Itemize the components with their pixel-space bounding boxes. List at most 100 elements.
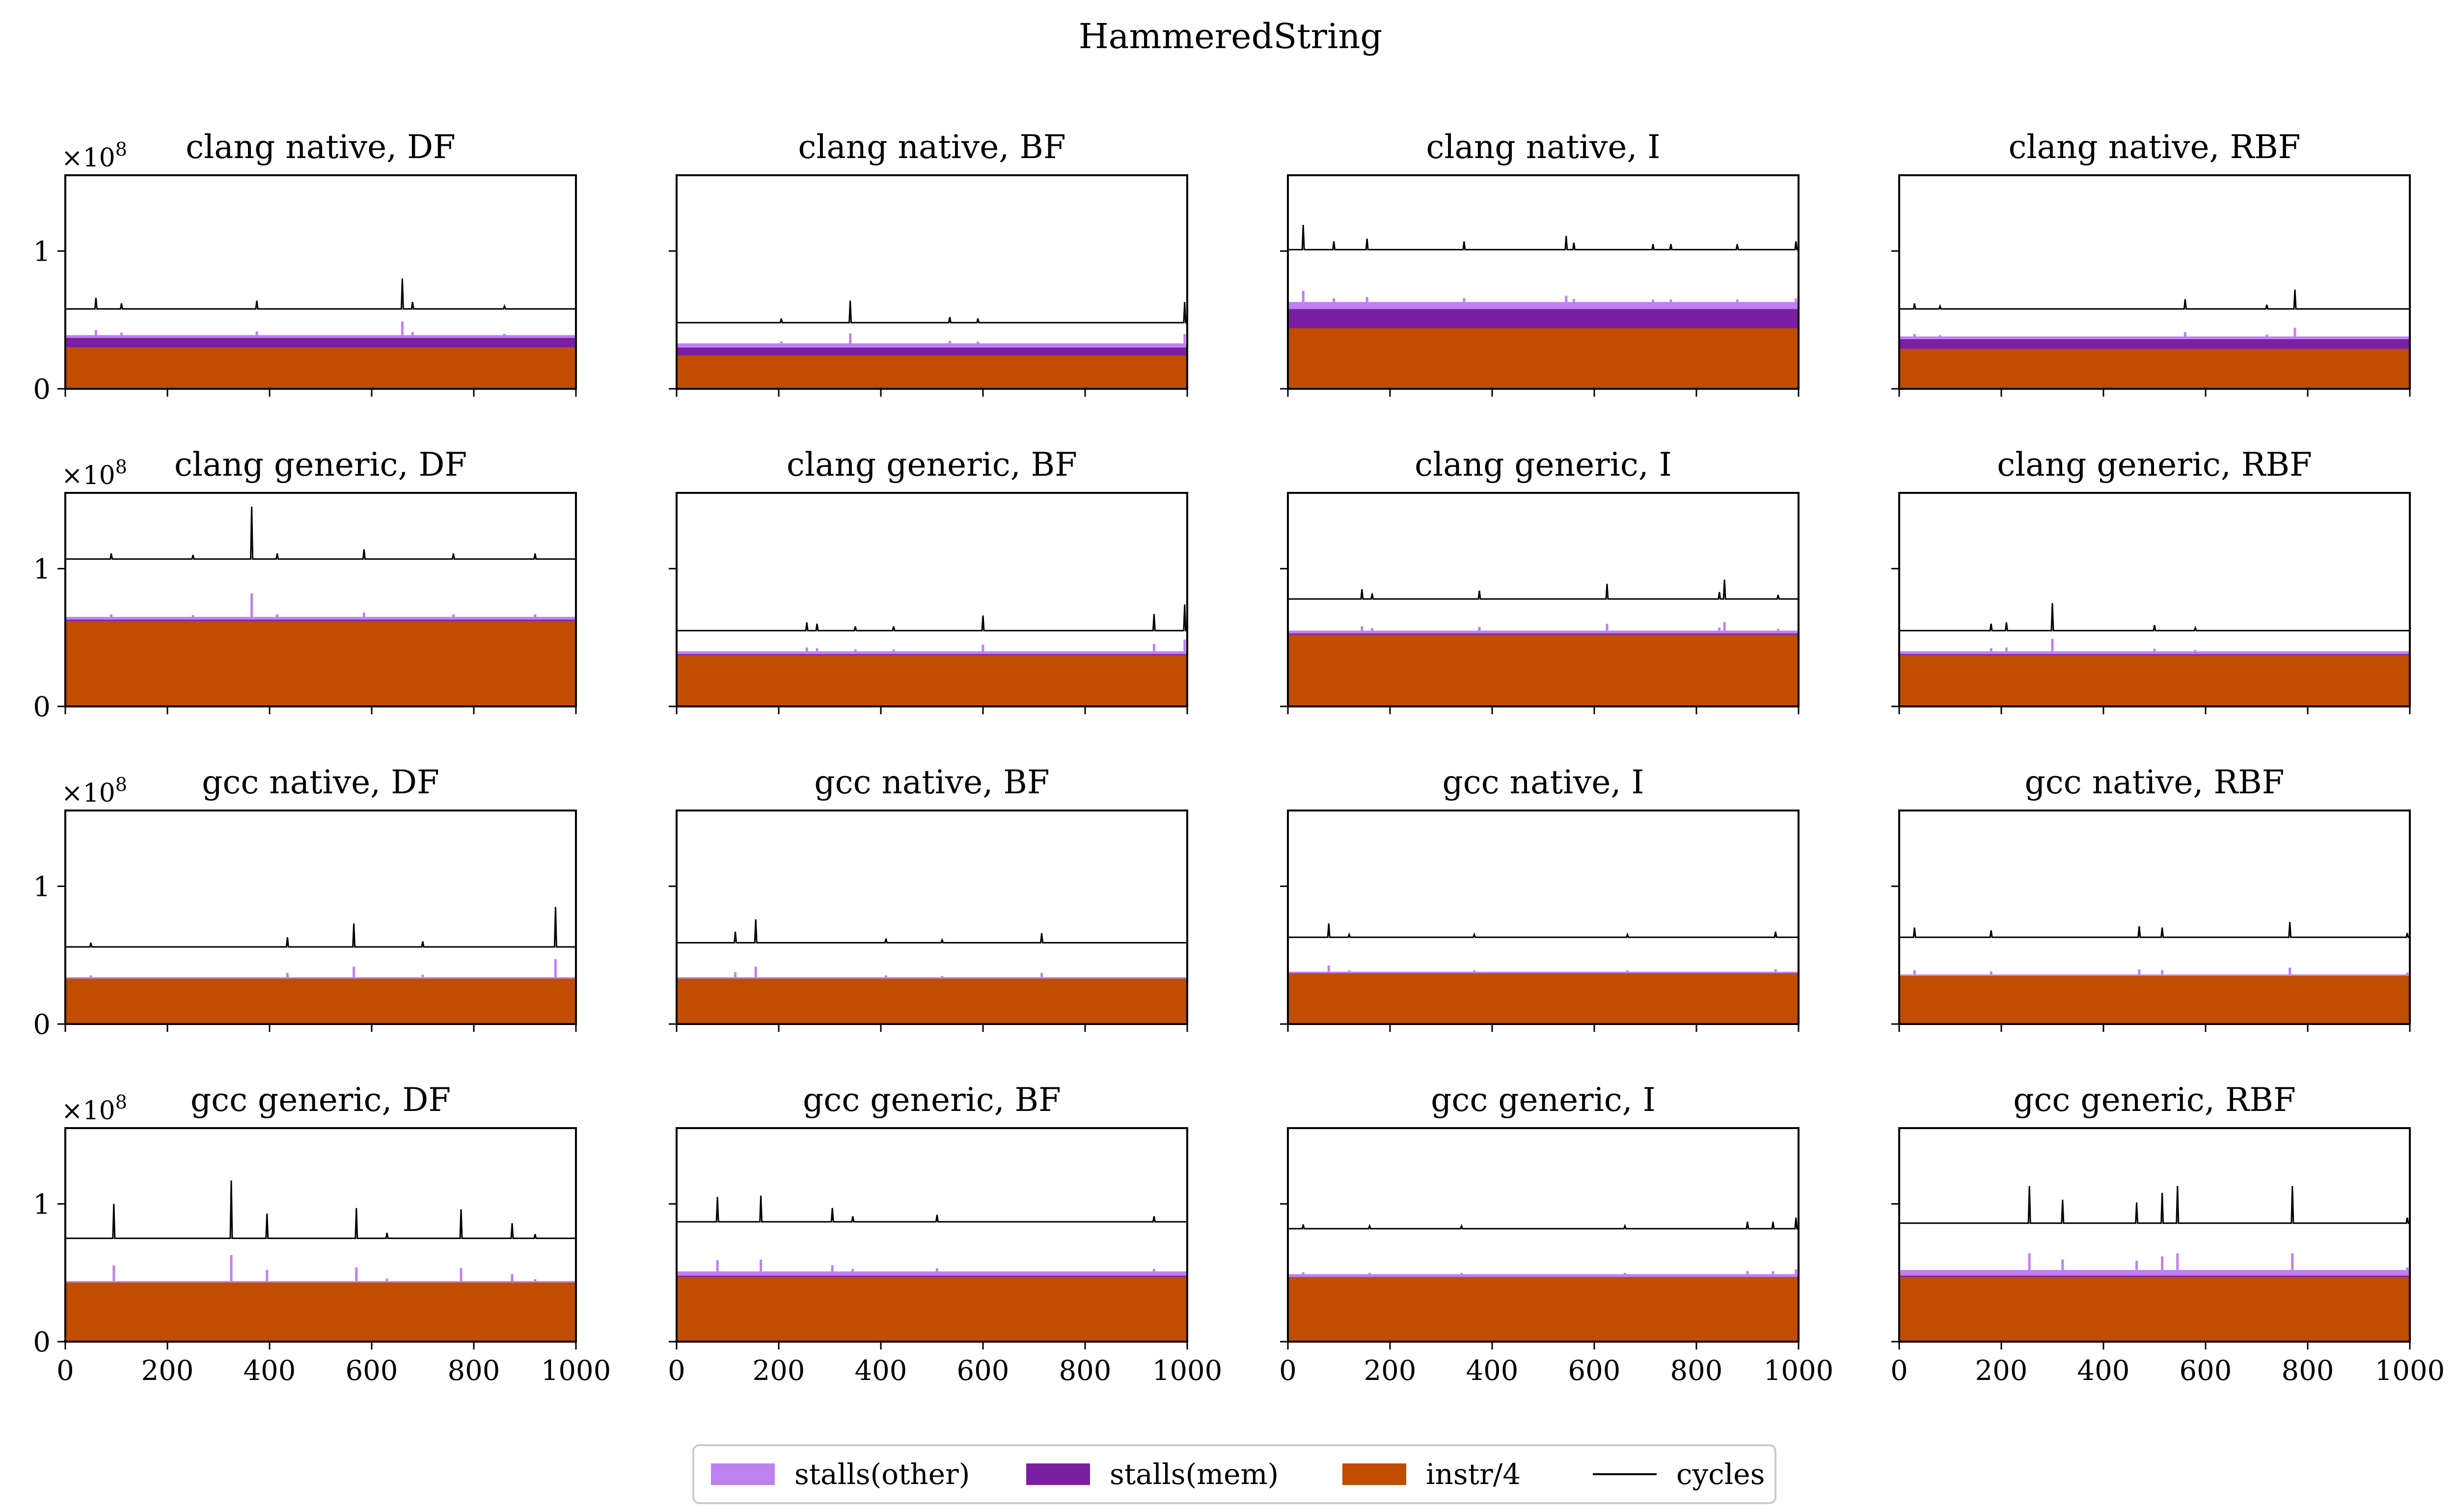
x-tick-label: 600 bbox=[2180, 1355, 2232, 1387]
legend-label: stalls(other) bbox=[794, 1458, 970, 1491]
panel-title: clang generic, BF bbox=[787, 446, 1077, 484]
x-tick-label: 1000 bbox=[1152, 1355, 1223, 1387]
legend-frame bbox=[692, 1444, 1776, 1504]
y-tick-label: 1 bbox=[33, 871, 51, 903]
x-tick-label: 600 bbox=[346, 1355, 398, 1387]
stalls-mem-area bbox=[1899, 654, 2410, 656]
legend-item: cycles bbox=[1593, 1458, 1765, 1491]
panel: gcc generic, RBF 0 200 400 600 800 1000 bbox=[1890, 1081, 2445, 1387]
y-tick-label: 1 bbox=[33, 1188, 51, 1220]
x-tick-label: 200 bbox=[141, 1355, 194, 1387]
legend-item: instr/4 bbox=[1342, 1458, 1521, 1491]
panel-title: clang native, RBF bbox=[2009, 128, 2301, 166]
cycles-line bbox=[1288, 923, 1799, 938]
panel: clang native, RBF bbox=[1891, 128, 2411, 397]
stalls-other-area bbox=[65, 335, 576, 338]
stalls-other-area bbox=[1899, 1270, 2410, 1276]
panel-title: gcc generic, BF bbox=[803, 1081, 1061, 1119]
legend-swatch bbox=[1342, 1463, 1406, 1485]
stalls-other-area bbox=[1288, 1274, 1799, 1277]
cycles-line bbox=[65, 1180, 576, 1240]
x-tick-label: 600 bbox=[1568, 1355, 1621, 1387]
y-offset-label: ×108 bbox=[61, 138, 127, 173]
x-tick-label: 600 bbox=[957, 1355, 1009, 1387]
y-offset-base: ×10 bbox=[61, 779, 115, 808]
x-tick-label: 0 bbox=[668, 1355, 685, 1387]
stalls-other-area bbox=[1899, 651, 2410, 654]
panel-title: gcc native, I bbox=[1442, 763, 1644, 801]
panel-title: gcc native, BF bbox=[814, 763, 1049, 801]
plot-frame bbox=[1287, 492, 1800, 707]
stalls-mem-area bbox=[677, 347, 1187, 356]
panel-title: gcc generic, I bbox=[1431, 1081, 1656, 1119]
plot-frame bbox=[64, 1127, 577, 1343]
panel: gcc native, BF bbox=[669, 763, 1188, 1032]
panel-title: clang native, I bbox=[1426, 128, 1660, 166]
stalls-other-area bbox=[1288, 972, 1799, 973]
legend-label: cycles bbox=[1676, 1458, 1765, 1491]
cycles-line bbox=[1899, 289, 2410, 310]
instr-area bbox=[1288, 1277, 1799, 1342]
panel: clang native, BF bbox=[669, 128, 1188, 397]
instr-area bbox=[677, 655, 1187, 706]
y-offset-label: ×108 bbox=[61, 1091, 127, 1126]
legend-item: stalls(mem) bbox=[1026, 1458, 1279, 1491]
panel-title: clang generic, RBF bbox=[1997, 446, 2312, 484]
stalls-mem-area bbox=[65, 620, 576, 621]
plot-frame bbox=[1287, 810, 1800, 1025]
instr-area bbox=[1899, 655, 2410, 706]
stalls-mem-area bbox=[1288, 633, 1799, 635]
instr-area bbox=[65, 1282, 576, 1342]
plot-frame bbox=[676, 810, 1188, 1025]
panel: clang native, DF 0 1 ×108 bbox=[33, 128, 577, 405]
y-offset-base: ×10 bbox=[61, 143, 115, 173]
cycles-line bbox=[677, 300, 1187, 324]
stalls-other-area bbox=[1288, 302, 1799, 309]
x-tick-label: 400 bbox=[1466, 1355, 1519, 1387]
y-tick-label: 1 bbox=[33, 236, 51, 268]
x-tick-label: 800 bbox=[1670, 1355, 1723, 1387]
panel: gcc native, DF 0 1 ×108 bbox=[33, 763, 577, 1041]
plot-frame bbox=[1287, 174, 1800, 390]
plot-frame bbox=[1898, 492, 2411, 707]
cycles-line bbox=[677, 604, 1187, 632]
x-tick-label: 400 bbox=[244, 1355, 296, 1387]
stalls-other-area bbox=[1288, 630, 1799, 634]
x-tick-label: 200 bbox=[1975, 1355, 2028, 1387]
plot-frame bbox=[1898, 810, 2411, 1025]
panel: gcc native, I bbox=[1280, 763, 1800, 1032]
y-tick-label: 0 bbox=[33, 1326, 51, 1358]
plot-frame bbox=[64, 492, 577, 707]
plot-frame bbox=[1898, 1127, 2411, 1343]
plot-frame bbox=[1898, 174, 2411, 390]
instr-area bbox=[1288, 328, 1799, 389]
instr-area bbox=[677, 355, 1187, 389]
figure-title: HammeredString bbox=[1079, 16, 1382, 56]
instr-area bbox=[65, 621, 576, 706]
cycles-line bbox=[1899, 1186, 2410, 1224]
cycles-line bbox=[1899, 603, 2410, 632]
panel-title: clang generic, I bbox=[1415, 446, 1672, 484]
panel: gcc native, RBF bbox=[1891, 763, 2411, 1032]
cycles-line bbox=[65, 278, 576, 310]
y-offset-exponent: 8 bbox=[115, 1091, 127, 1113]
panel: gcc generic, DF 0 1 0 200 400 600 800 1000 ×108 bbox=[33, 1081, 611, 1387]
legend: stalls(other) stalls(mem) instr/4 cycles bbox=[692, 1444, 1776, 1504]
panel-title: gcc generic, RBF bbox=[2013, 1081, 2296, 1119]
instr-area bbox=[65, 347, 576, 389]
plot-frame bbox=[1287, 1127, 1800, 1343]
legend-label: instr/4 bbox=[1426, 1458, 1521, 1491]
cycles-line bbox=[65, 907, 576, 948]
instr-area bbox=[677, 978, 1187, 1024]
stalls-mem-area bbox=[1899, 339, 2410, 349]
x-tick-label: 200 bbox=[1364, 1355, 1417, 1387]
plot-frame bbox=[64, 174, 577, 390]
stalls-other-area bbox=[65, 977, 576, 979]
stalls-mem-area bbox=[1899, 1275, 2410, 1277]
panel: clang generic, BF bbox=[669, 446, 1188, 714]
panel: clang generic, I bbox=[1280, 446, 1800, 714]
panel: clang generic, RBF bbox=[1891, 446, 2411, 714]
x-tick-label: 1000 bbox=[2375, 1355, 2445, 1387]
